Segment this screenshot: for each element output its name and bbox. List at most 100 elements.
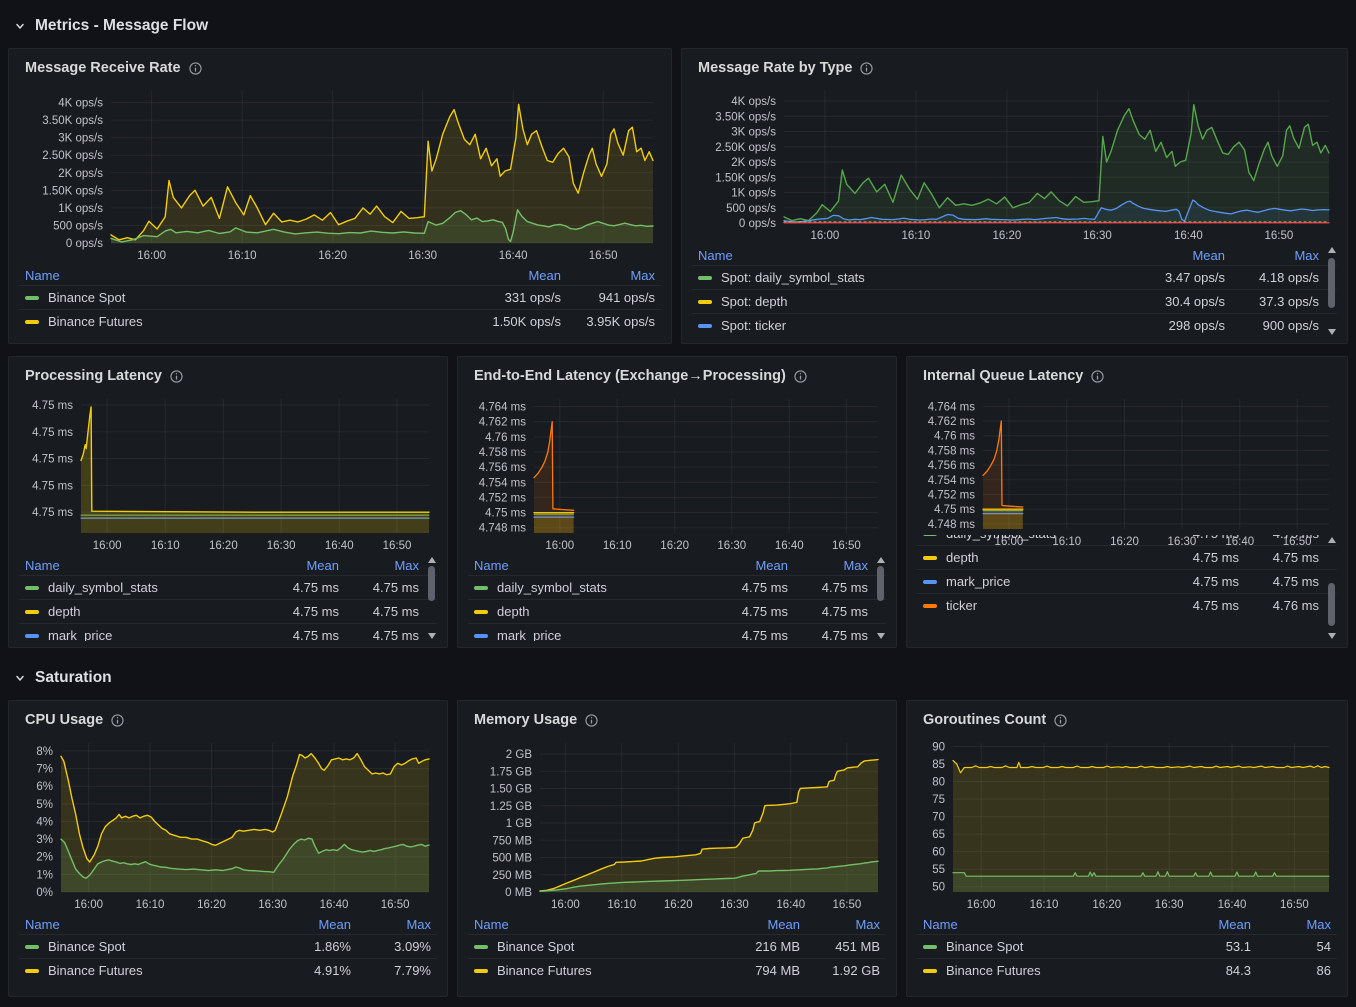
scroll-thumb[interactable] [428,566,435,601]
legend-series-label[interactable]: Spot: ticker [721,318,1113,333]
legend-series-label[interactable]: Binance Futures [48,963,265,978]
legend-col-mean[interactable]: Mean [253,558,339,573]
timeseries-chart-message-rate-by-type[interactable]: 16:0016:1016:2016:3016:4016:504K ops/s3.… [692,81,1337,245]
legend-series-label[interactable]: mark_price [48,628,253,641]
panel-header: Goroutines Count [917,707,1337,733]
info-icon[interactable] [860,62,873,75]
scroll-up-arrow[interactable] [877,557,885,563]
panel-title[interactable]: Message Receive Rate [25,60,181,76]
legend-series-label[interactable]: depth [946,550,1153,565]
info-icon[interactable] [170,370,183,383]
timeseries-chart-internal-queue-latency[interactable]: 16:0016:1016:2016:3016:4016:504.764 ms4.… [917,389,1337,551]
scroll-thumb[interactable] [877,566,884,601]
legend-col-max[interactable]: Max [1225,248,1319,263]
panel-title[interactable]: Internal Queue Latency [923,368,1083,384]
legend-max-value: 54 [1251,939,1331,954]
scroll-down-arrow[interactable] [877,633,885,639]
legend-series-label[interactable]: Spot: daily_symbol_stats [721,270,1113,285]
timeseries-chart-end-to-end-latency[interactable]: 16:0016:1016:2016:3016:4016:504.764 ms4.… [468,389,886,555]
legend-series-label[interactable]: Binance Spot [48,290,449,305]
legend-series-label[interactable]: Binance Futures [497,963,714,978]
y-axis-tick-label: 50 [932,882,945,894]
panel-title[interactable]: CPU Usage [25,712,103,728]
chart-svg: 16:0016:1016:2016:3016:4016:504K ops/s3.… [19,81,661,265]
timeseries-chart-memory-usage[interactable]: 16:0016:1016:2016:3016:4016:502 GB1.75 G… [468,733,886,914]
legend-col-mean[interactable]: Mean [265,917,351,932]
legend-col-mean[interactable]: Mean [1113,248,1225,263]
legend-col-name[interactable]: Name [25,268,449,283]
legend-scrollbar[interactable] [875,556,886,640]
scroll-up-arrow[interactable] [1328,247,1336,253]
legend-scrollbar[interactable] [426,556,437,640]
legend-col-name[interactable]: Name [923,917,1165,932]
legend-series-label[interactable]: daily_symbol_stats [497,580,702,595]
legend-col-max[interactable]: Max [800,917,880,932]
legend-scrollbar[interactable] [1326,246,1337,336]
legend-series-label[interactable]: mark_price [946,574,1153,589]
scroll-down-arrow[interactable] [1328,633,1336,639]
scroll-down-arrow[interactable] [428,633,436,639]
panel-title[interactable]: End-to-End Latency (Exchange→Processing) [474,368,786,384]
y-axis-tick-label: 55 [932,864,945,876]
section-header-saturation[interactable]: Saturation [14,664,1348,692]
legend-series-label[interactable]: depth [497,604,702,619]
legend-col-name[interactable]: Name [474,917,714,932]
legend-series-label[interactable]: mark_price [497,628,702,641]
info-icon[interactable] [794,370,807,383]
info-icon[interactable] [1054,714,1067,727]
legend-mean-value: 298 ops/s [1113,318,1225,333]
legend-col-mean[interactable]: Mean [702,558,788,573]
panel-title[interactable]: Goroutines Count [923,712,1046,728]
panel-title[interactable]: Processing Latency [25,368,162,384]
legend-series-label[interactable]: Binance Spot [497,939,714,954]
legend-col-name[interactable]: Name [25,558,253,573]
timeseries-chart-cpu-usage[interactable]: 16:0016:1016:2016:3016:4016:508%7%6%5%4%… [19,733,437,914]
legend-series-swatch [923,604,937,608]
y-axis-tick-label: 2.50K ops/s [715,142,776,154]
legend-col-name[interactable]: Name [25,917,265,932]
legend-series-swatch [698,324,712,328]
legend-series-label[interactable]: daily_symbol_stats [48,580,253,595]
dashboard-row-latency: Processing Latency 16:0016:1016:2016:301… [8,356,1348,648]
legend-col-mean[interactable]: Mean [449,268,561,283]
legend-series-label[interactable]: Binance Spot [48,939,265,954]
scroll-thumb[interactable] [1328,258,1335,308]
legend-col-mean[interactable]: Mean [714,917,800,932]
legend-scrollbar[interactable] [1326,536,1337,640]
x-axis-tick-label: 16:00 [93,540,122,552]
scroll-down-arrow[interactable] [1328,329,1336,335]
panel-title[interactable]: Message Rate by Type [698,60,852,76]
legend-series-swatch [698,300,712,304]
legend-series-label[interactable]: Binance Futures [48,314,449,329]
info-icon[interactable] [189,62,202,75]
scroll-up-arrow[interactable] [1328,537,1336,543]
info-icon[interactable] [1091,370,1104,383]
legend-series-label[interactable]: depth [48,604,253,619]
legend-series-label[interactable]: Binance Spot [946,939,1165,954]
legend-mean-value: 4.75 ms [702,628,788,641]
legend-col-max[interactable]: Max [339,558,419,573]
legend-col-max[interactable]: Max [1251,917,1331,932]
info-icon[interactable] [111,714,124,727]
legend-series-label[interactable]: Binance Futures [946,963,1165,978]
legend-series-label[interactable]: ticker [946,598,1153,613]
y-axis-tick-label: 4.748 ms [479,523,527,535]
section-header-metrics-message-flow[interactable]: Metrics - Message Flow [14,12,1348,40]
legend-series-label[interactable]: Spot: depth [721,294,1113,309]
legend-col-name[interactable]: Name [698,248,1113,263]
info-icon[interactable] [585,714,598,727]
legend-series-label[interactable]: daily_symbol_stats [946,535,1153,541]
legend-col-max[interactable]: Max [788,558,868,573]
scroll-thumb[interactable] [1328,583,1335,627]
timeseries-chart-message-receive-rate[interactable]: 16:0016:1016:2016:3016:4016:504K ops/s3.… [19,81,661,265]
panel-title[interactable]: Memory Usage [474,712,577,728]
x-axis-tick-label: 16:00 [137,250,166,262]
scroll-up-arrow[interactable] [428,557,436,563]
timeseries-chart-processing-latency[interactable]: 16:0016:1016:2016:3016:4016:504.75 ms4.7… [19,389,437,555]
timeseries-chart-goroutines-count[interactable]: 16:0016:1016:2016:3016:4016:509085807570… [917,733,1337,914]
y-axis-tick-label: 4K ops/s [731,96,776,108]
legend-col-max[interactable]: Max [561,268,655,283]
legend-col-mean[interactable]: Mean [1165,917,1251,932]
legend-col-name[interactable]: Name [474,558,702,573]
legend-col-max[interactable]: Max [351,917,431,932]
